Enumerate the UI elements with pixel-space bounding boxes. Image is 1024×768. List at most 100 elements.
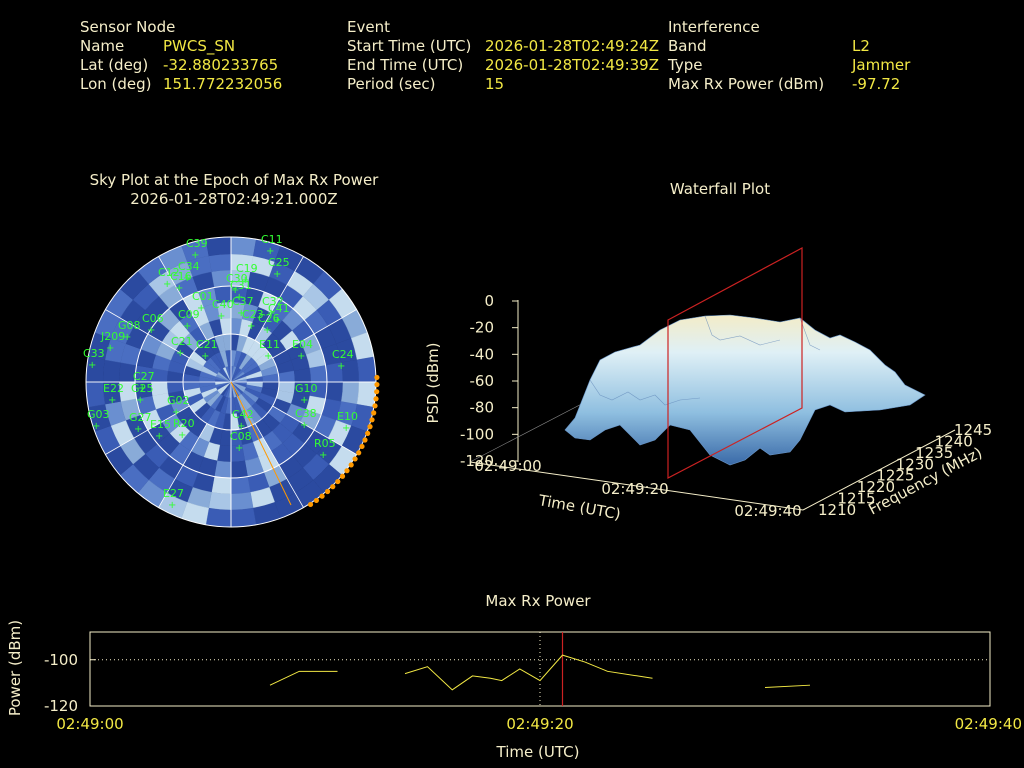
track-point (324, 488, 331, 495)
satellite-label: E10 (337, 410, 358, 423)
satellite: C38+ (295, 407, 317, 431)
satellite: G08+ (118, 319, 141, 343)
satellite: C39+ (186, 237, 208, 261)
skyplot-subtitle: 2026-01-28T02:49:21.000Z (130, 190, 338, 208)
satellite-marker: + (241, 275, 249, 286)
y-tick-label: -100 (44, 651, 78, 669)
satellite-label: C19 (236, 262, 258, 275)
satellite-label: C26 (258, 312, 280, 325)
type-value: Jammer (852, 56, 911, 74)
satellite-marker: + (267, 308, 275, 319)
period-label: Period (sec) (347, 75, 436, 93)
satellite: C23+ (242, 308, 264, 332)
satellite-marker: + (300, 395, 308, 406)
satellite-marker: + (300, 420, 308, 431)
satellite: G03+ (87, 408, 110, 432)
satellite-marker: + (92, 421, 100, 432)
freq-tick-label: 1215 (837, 490, 875, 508)
maxpower-xlabel: Time (UTC) (496, 743, 580, 761)
satellite-label: E22 (103, 382, 124, 395)
satellite: C24+ (332, 348, 354, 372)
start-label: Start Time (UTC) (347, 37, 472, 55)
satellite-label: G10 (295, 382, 318, 395)
satellite-label: G25 (131, 382, 154, 395)
time-ticks: 02:49:00 02:49:20 02:49:40 (474, 457, 801, 520)
satellite: C09+ (178, 308, 200, 332)
track-point (372, 403, 378, 409)
satellite-label: E15 (150, 418, 171, 431)
satellite: C01+ (192, 290, 214, 314)
period-value: 15 (485, 75, 505, 93)
satellite-marker: + (123, 332, 131, 343)
lat-value: -32.880233765 (163, 56, 279, 74)
track-point (352, 456, 358, 462)
azimuth-line (272, 405, 357, 455)
satellite: C21+ (196, 338, 218, 362)
satellite-label: C11 (261, 233, 283, 246)
satellite-label: E11 (259, 338, 280, 351)
azimuth-line (158, 256, 208, 341)
satellite-label: C32 (262, 295, 284, 308)
satellite: C19+ (236, 262, 258, 286)
track-point (374, 374, 380, 381)
satellite-label: C30 (226, 272, 248, 285)
satellite-marker: + (235, 292, 243, 303)
y-tick-label: -120 (44, 697, 78, 715)
freq-tick-label: 1240 (935, 432, 973, 450)
freq-tick-label: 1235 (915, 444, 953, 462)
skyplot-title: Sky Plot at the Epoch of Max Rx Power (89, 171, 379, 189)
satellite-label: G27 (129, 411, 152, 424)
event-heading: Event (347, 18, 390, 36)
satellite-label: C24 (332, 348, 354, 361)
track-point (371, 410, 377, 416)
x-tick-label: 02:49:00 (56, 715, 123, 733)
track-point (335, 478, 341, 485)
satellite: E10+ (337, 410, 358, 434)
satellite-marker: + (147, 325, 155, 336)
azimuth-line (105, 309, 190, 359)
waterfall-title: Waterfall Plot (669, 180, 771, 198)
satellite-label: C31 (230, 279, 252, 292)
satellite-label: C34 (178, 260, 200, 273)
satellite-label: C21 (171, 335, 193, 348)
track-point (356, 450, 362, 456)
start-value: 2026-01-28T02:49:24Z (485, 37, 659, 55)
satellite: C06+ (142, 312, 164, 336)
satellite-marker: + (337, 361, 345, 372)
satellite-marker: + (297, 351, 305, 362)
z-tick-label: -100 (460, 425, 494, 443)
satellite: C41+ (268, 302, 290, 326)
satellite-label: C27 (133, 370, 155, 383)
satellite-marker: + (235, 443, 243, 454)
satellite-label: C21 (196, 338, 218, 351)
satellite-label: C01 (192, 290, 214, 303)
power-value: -97.72 (852, 75, 901, 93)
maxpower-title: Max Rx Power (485, 592, 591, 610)
satellite-label: J209 (100, 330, 125, 343)
satellite-label: C37 (232, 295, 254, 308)
satellite-label: E27 (163, 487, 184, 500)
satellite: C34+ (178, 260, 200, 284)
track-point (373, 396, 379, 402)
satellite: E04+ (292, 338, 313, 362)
name-value: PWCS_SN (163, 37, 236, 55)
lon-value: 151.772232056 (163, 75, 283, 93)
satellite-label: G03 (87, 408, 110, 421)
satellite: E15+ (150, 418, 171, 442)
track-point (359, 443, 365, 450)
satellite: E22+ (103, 382, 124, 406)
azimuth-line (254, 423, 304, 508)
z-tick-label: -80 (470, 399, 495, 417)
track-point (307, 501, 314, 508)
azimuth-line (254, 256, 304, 341)
track-point (348, 462, 354, 468)
satellite-marker: + (163, 279, 171, 290)
satellite: G02+ (167, 394, 190, 418)
satellite-marker: + (106, 343, 114, 354)
freq-tick-label: 1225 (876, 467, 914, 485)
satellite-label: C42 (232, 408, 254, 421)
time-tick-label: 02:49:20 (601, 480, 668, 498)
x-tick-label: 02:49:20 (506, 715, 573, 733)
